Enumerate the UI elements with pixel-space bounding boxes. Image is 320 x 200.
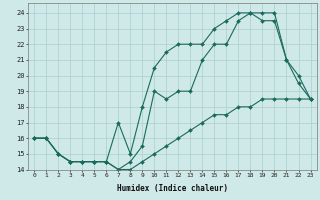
- X-axis label: Humidex (Indice chaleur): Humidex (Indice chaleur): [117, 184, 228, 193]
